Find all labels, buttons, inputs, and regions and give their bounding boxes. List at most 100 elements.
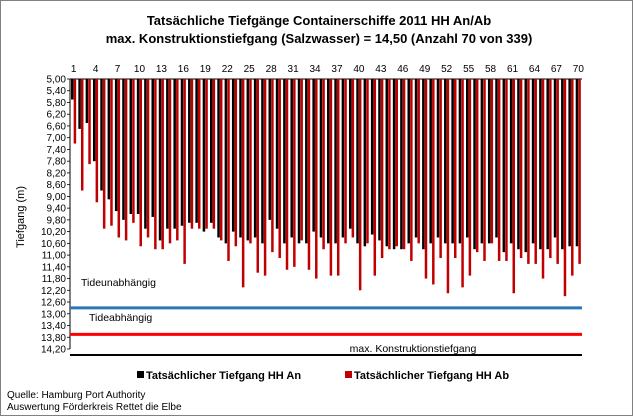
bar-an	[466, 79, 469, 238]
bar-ab	[315, 79, 318, 279]
bar-ab	[432, 79, 435, 285]
y-tick-label: 12,20	[41, 286, 66, 297]
x-tick-label: 34	[309, 64, 321, 75]
legend-label-an: Tatsächlicher Tiefgang HH An	[146, 370, 301, 382]
bar-ab	[424, 79, 428, 279]
bar-an	[239, 79, 242, 238]
y-tick-label: 11,80	[42, 274, 67, 285]
legend-swatch-an	[137, 371, 144, 378]
bar-ab	[571, 79, 574, 276]
bar-ab	[168, 79, 172, 244]
bar-an	[429, 79, 432, 244]
x-tick-label: 10	[134, 64, 146, 75]
bar-ab	[549, 79, 552, 259]
bar-an	[261, 79, 264, 244]
bar-ab	[241, 79, 245, 288]
bar-an	[334, 79, 337, 244]
bar-an	[539, 79, 542, 250]
bar-an	[414, 79, 418, 238]
bar-ab	[439, 79, 442, 259]
bar-an	[356, 79, 359, 244]
bar-an	[275, 79, 279, 229]
bar-an	[166, 79, 169, 229]
bar-an	[517, 79, 520, 250]
bar-ab	[541, 79, 545, 279]
bar-ab	[497, 79, 501, 261]
bar-an	[151, 79, 154, 217]
bar-an	[202, 79, 206, 232]
bar-ab	[402, 79, 406, 250]
x-tick-label: 70	[573, 64, 585, 75]
bar-ab	[534, 79, 537, 264]
y-tick-label: 9,00	[47, 192, 67, 203]
y-tick-label: 13,80	[41, 333, 66, 344]
bar-an	[553, 79, 557, 238]
x-tick-label: 46	[397, 64, 409, 75]
x-tick-label: 13	[156, 64, 168, 75]
bar-an	[524, 79, 528, 253]
bar-ab	[146, 79, 150, 238]
bar-ab	[139, 79, 142, 247]
bars-group	[71, 79, 581, 297]
bar-an	[188, 79, 191, 223]
bar-ab	[329, 79, 333, 276]
legend-label-ab: Tatsächlicher Tiefgang HH Ab	[354, 370, 509, 382]
bar-an	[444, 79, 447, 244]
x-tick-label: 16	[178, 64, 190, 75]
y-tick-label: 13,00	[41, 309, 66, 320]
bar-ab	[556, 79, 559, 264]
bar-an	[246, 79, 250, 241]
bar-an	[122, 79, 125, 220]
bar-ab	[351, 79, 355, 238]
bar-ab	[512, 79, 516, 294]
y-tick-label: 8,20	[47, 168, 67, 179]
x-tick-label: 28	[266, 64, 278, 75]
x-tick-label: 58	[485, 64, 497, 75]
bar-ab	[358, 79, 362, 291]
bar-an	[136, 79, 140, 214]
bar-an	[531, 79, 535, 244]
x-tick-label: 37	[331, 64, 343, 75]
bar-ab	[278, 79, 281, 259]
bar-an	[385, 79, 389, 247]
bar-an	[224, 79, 228, 244]
bar-ab	[124, 79, 128, 241]
bar-ab	[454, 79, 457, 259]
bar-an	[348, 79, 352, 229]
y-tick-label: 9,80	[47, 215, 67, 226]
bar-an	[575, 79, 579, 247]
bar-an	[180, 79, 184, 226]
y-tick-label: 5,40	[47, 86, 67, 97]
bar-an	[268, 79, 272, 220]
bar-an	[473, 79, 476, 250]
bar-an	[487, 79, 491, 244]
bar-an	[451, 79, 454, 244]
bar-ab	[161, 79, 164, 250]
bar-ab	[293, 79, 296, 267]
bar-ab	[563, 79, 567, 297]
bar-ab	[154, 79, 157, 250]
bar-an	[297, 79, 301, 244]
bar-an	[392, 79, 396, 250]
bar-ab	[249, 79, 252, 244]
y-tick-label: 14,20	[41, 345, 66, 356]
bar-an	[210, 79, 213, 223]
bar-ab	[88, 79, 91, 165]
bar-an	[100, 79, 103, 191]
x-tick-label: 55	[463, 64, 475, 75]
bar-an	[290, 79, 293, 238]
x-tick-label: 31	[288, 64, 300, 75]
bar-an	[144, 79, 147, 229]
bar-ab	[388, 79, 391, 250]
bar-ab	[190, 79, 194, 229]
x-tick-label: 67	[551, 64, 563, 75]
bar-ab	[183, 79, 186, 264]
bar-ab	[205, 79, 208, 229]
bar-ab	[307, 79, 311, 270]
bar-ab	[198, 79, 201, 229]
bar-an	[319, 79, 323, 238]
y-tick-label: 7,40	[47, 145, 67, 156]
y-tick-label: 7,80	[47, 157, 67, 168]
bar-ab	[271, 79, 274, 253]
y-tick-label: 8,60	[47, 180, 67, 191]
